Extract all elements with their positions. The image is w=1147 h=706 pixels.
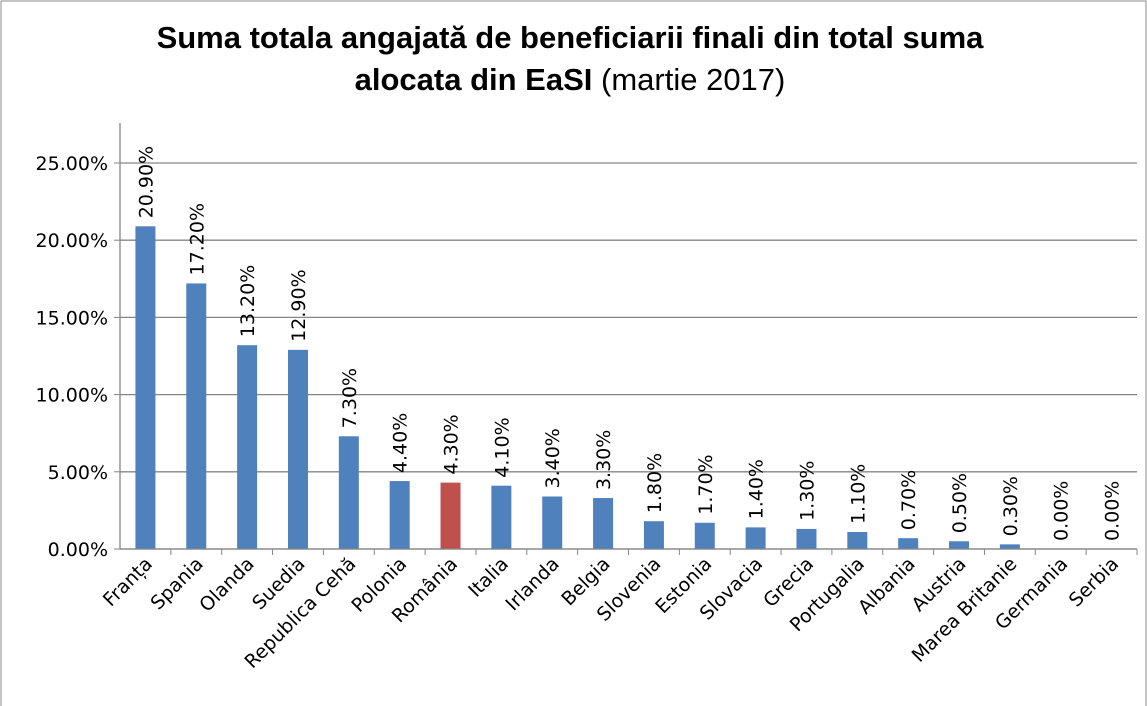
x-tick-label: Irlanda — [501, 553, 563, 615]
x-tick-label: Serbia — [1065, 553, 1123, 611]
value-label: 17.20% — [186, 203, 208, 275]
bar — [898, 538, 919, 549]
value-label: 0.70% — [898, 470, 920, 530]
chart-title-line: alocata din EaSI — [355, 62, 593, 97]
value-label: 7.30% — [339, 368, 361, 428]
bar — [389, 481, 410, 549]
bar — [694, 522, 715, 549]
y-tick-label: 15.00% — [36, 307, 108, 329]
bar — [237, 345, 258, 549]
chart-title-note: (martie 2017) — [601, 62, 785, 97]
value-label: 1.70% — [695, 454, 717, 514]
x-tick-label: Franța — [99, 553, 157, 611]
x-tick-label: Albania — [854, 553, 920, 619]
value-label: 0.50% — [949, 473, 971, 533]
value-label: 12.90% — [288, 269, 310, 341]
bar — [135, 226, 156, 549]
value-label: 0.00% — [1051, 481, 1073, 541]
y-tick-label: 5.00% — [48, 462, 108, 484]
value-label: 0.30% — [1000, 476, 1022, 536]
bar — [745, 527, 766, 549]
bar — [440, 482, 461, 549]
bar — [593, 498, 614, 549]
x-tick-label: Olanda — [195, 553, 258, 616]
bar — [949, 541, 970, 549]
value-label: 1.10% — [847, 464, 869, 524]
y-tick-label: 0.00% — [48, 539, 108, 561]
bar — [287, 349, 308, 549]
bar — [643, 521, 664, 549]
value-label: 20.90% — [135, 146, 157, 218]
chart-title: Suma totala angajată de beneficiarii fin… — [157, 20, 985, 55]
bar — [999, 544, 1020, 549]
bar — [491, 485, 512, 549]
bar — [847, 532, 868, 549]
bar — [542, 496, 563, 549]
bar — [186, 283, 207, 549]
y-tick-label: 20.00% — [36, 230, 108, 252]
y-tick-label: 10.00% — [36, 385, 108, 407]
value-label: 1.80% — [644, 453, 666, 513]
bar — [338, 436, 359, 549]
value-label: 4.40% — [390, 413, 412, 473]
chart-title: alocata din EaSI (martie 2017) — [355, 62, 786, 97]
value-label: 1.30% — [796, 461, 818, 521]
value-label: 3.30% — [593, 430, 615, 490]
value-label: 3.40% — [542, 428, 564, 488]
value-label: 13.20% — [237, 265, 259, 337]
y-tick-label: 25.00% — [36, 153, 108, 175]
value-label: 0.00% — [1102, 481, 1124, 541]
value-label: 4.10% — [491, 417, 513, 477]
value-label: 4.30% — [441, 414, 463, 474]
value-label: 1.40% — [746, 459, 768, 519]
bar — [796, 528, 817, 549]
